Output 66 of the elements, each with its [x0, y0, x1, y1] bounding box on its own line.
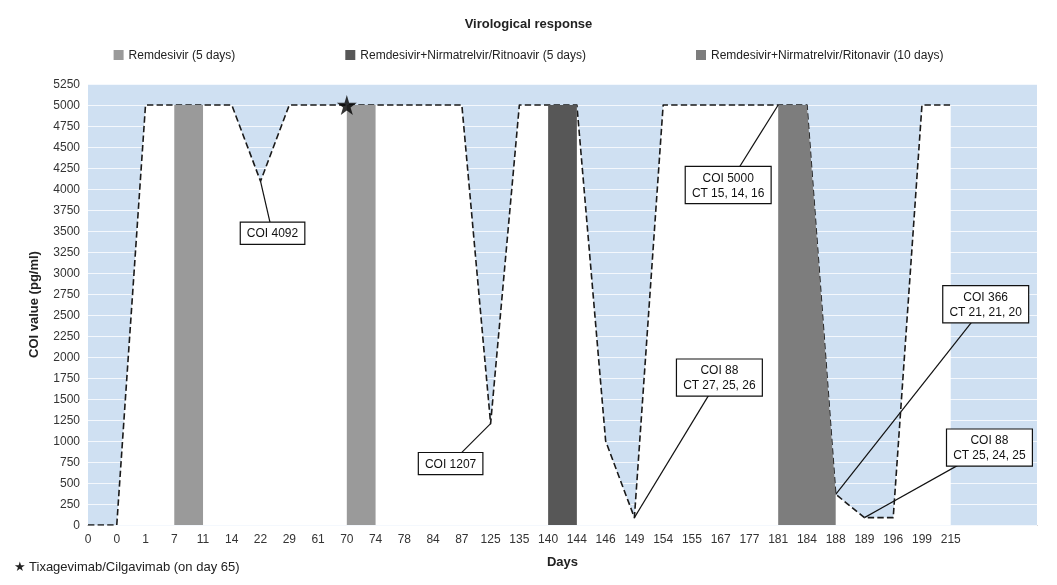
x-tick-label: 184	[796, 532, 818, 546]
y-axis-title: COI value (pg/ml)	[26, 251, 41, 358]
x-tick-label: 215	[940, 532, 962, 546]
x-tick-label: 154	[653, 532, 674, 546]
y-tick-label: 4500	[53, 140, 81, 154]
y-tick-label: 5000	[53, 98, 81, 112]
x-tick-label: 78	[397, 532, 412, 546]
annotation: COI 88 CT 25, 24, 25	[953, 433, 1027, 463]
y-tick-label: 3250	[53, 245, 81, 259]
annotation: COI 5000 CT 15, 14, 16	[691, 170, 765, 200]
y-tick-label: 750	[59, 455, 81, 469]
x-tick-label: 140	[538, 532, 559, 546]
chart-title: Virological response	[464, 16, 593, 31]
y-tick-label: 2500	[53, 308, 81, 322]
y-tick-label: 2750	[53, 287, 81, 301]
x-tick-label: 199	[911, 532, 933, 546]
x-tick-label: 61	[311, 532, 326, 546]
x-tick-label: 84	[426, 532, 441, 546]
y-tick-label: 4250	[53, 161, 81, 175]
x-tick-label: 155	[681, 532, 703, 546]
y-tick-label: 0	[73, 518, 81, 532]
x-tick-label: 1	[142, 532, 150, 546]
y-tick-label: 2250	[53, 329, 81, 343]
x-axis-title: Days	[546, 554, 579, 569]
x-tick-label: 188	[825, 532, 847, 546]
annotation: COI 88 CT 27, 25, 26	[683, 363, 756, 393]
x-tick-label: 11	[196, 532, 210, 546]
annotation: COI 1207	[424, 456, 477, 471]
annotation: COI 366 CT 21, 21, 20	[949, 289, 1023, 319]
legend-label: Remdesivir+Nirmatrelvir/Ritonavir (10 days)	[711, 48, 944, 62]
y-tick-label: 3000	[53, 266, 81, 280]
y-tick-label: 1500	[53, 392, 81, 406]
x-tick-label: 0	[84, 532, 92, 546]
y-tick-label: 3750	[53, 203, 81, 217]
y-tick-label: 3500	[53, 224, 81, 238]
y-tick-label: 4750	[53, 119, 81, 133]
x-tick-label: 144	[566, 532, 588, 546]
x-tick-label: 7	[170, 532, 178, 546]
x-tick-label: 146	[595, 532, 616, 546]
y-tick-label: 1750	[53, 371, 81, 385]
y-tick-label: 500	[59, 476, 81, 490]
x-tick-label: 189	[854, 532, 875, 546]
x-tick-label: 70	[340, 532, 354, 546]
x-tick-label: 177	[739, 532, 760, 546]
annotation: COI 4092	[246, 226, 299, 241]
x-tick-label: 196	[883, 532, 904, 546]
x-tick-label: 22	[253, 532, 268, 546]
y-tick-label: 2000	[53, 350, 81, 364]
x-tick-label: 135	[509, 532, 530, 546]
y-tick-label: 1000	[53, 434, 81, 448]
y-tick-label: 5250	[53, 77, 81, 91]
y-tick-label: 1250	[53, 413, 81, 427]
x-tick-label: 29	[282, 532, 297, 546]
x-tick-label: 167	[710, 532, 731, 546]
x-tick-label: 181	[768, 532, 789, 546]
x-tick-label: 74	[368, 532, 383, 546]
text: ★ Tixagevimab/Cilgavimab (on day 65)	[14, 559, 240, 574]
x-tick-label: 149	[624, 532, 645, 546]
x-tick-label: 87	[455, 532, 469, 546]
legend-label: Remdesivir+Nirmatrelvir/Ritnoavir (5 days)	[360, 48, 587, 62]
x-tick-label: 0	[113, 532, 121, 546]
y-tick-label: 250	[59, 497, 81, 511]
legend-label: Remdesivir (5 days)	[128, 48, 236, 62]
y-tick-label: 4000	[53, 182, 81, 196]
x-tick-label: 14	[225, 532, 239, 546]
x-tick-label: 125	[480, 532, 501, 546]
